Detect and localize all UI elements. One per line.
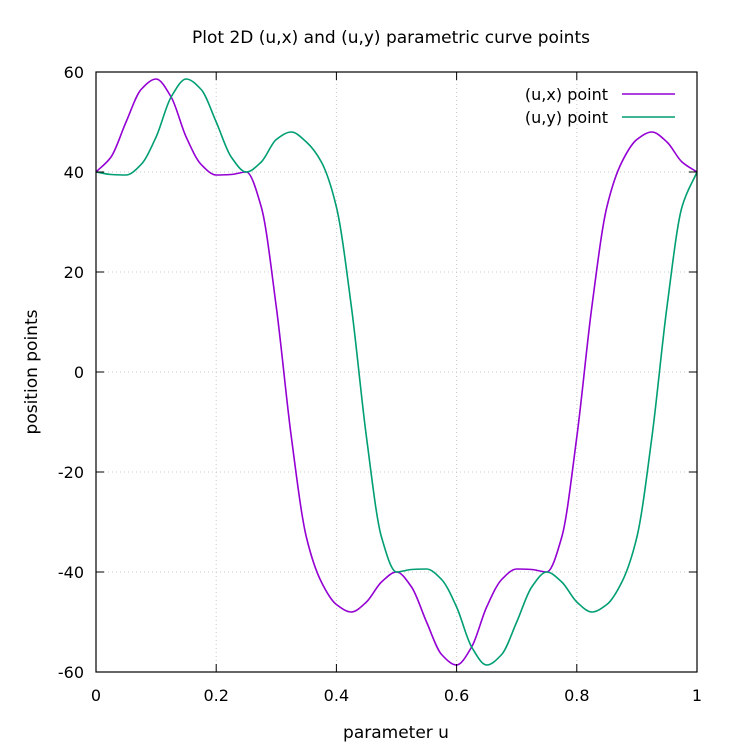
y-tick-label: -40 (58, 563, 84, 582)
series-line-u-y-point (95, 78, 698, 666)
y-tick-label: -60 (58, 663, 84, 682)
x-tick-label: 0.6 (444, 686, 469, 705)
legend: (u,x) point (u,y) point (525, 85, 675, 127)
x-tick-label: 0.2 (203, 686, 228, 705)
axis-ticks: 0 0.2 0.4 0.6 0.8 1 -60 -40 -20 0 20 40 60 (58, 63, 702, 705)
y-tick-label: 40 (64, 163, 84, 182)
y-tick-label: 0 (74, 363, 84, 382)
x-axis-label: parameter u (343, 723, 449, 743)
plot-series (95, 78, 698, 666)
chart-title: Plot 2D (u,x) and (u,y) parametric curve… (192, 28, 590, 48)
x-tick-label: 0.4 (324, 686, 349, 705)
y-tick-label: 60 (64, 63, 84, 82)
y-axis-label: position points (22, 309, 42, 434)
legend-label-u-x-point: (u,x) point (525, 85, 608, 104)
grid-lines (96, 72, 697, 672)
x-tick-label: 0.8 (564, 686, 589, 705)
x-tick-label: 0 (91, 686, 101, 705)
x-tick-label: 1 (692, 686, 702, 705)
y-tick-label: -20 (58, 463, 84, 482)
legend-label-u-y-point: (u,y) point (525, 108, 608, 127)
y-tick-label: 20 (64, 263, 84, 282)
